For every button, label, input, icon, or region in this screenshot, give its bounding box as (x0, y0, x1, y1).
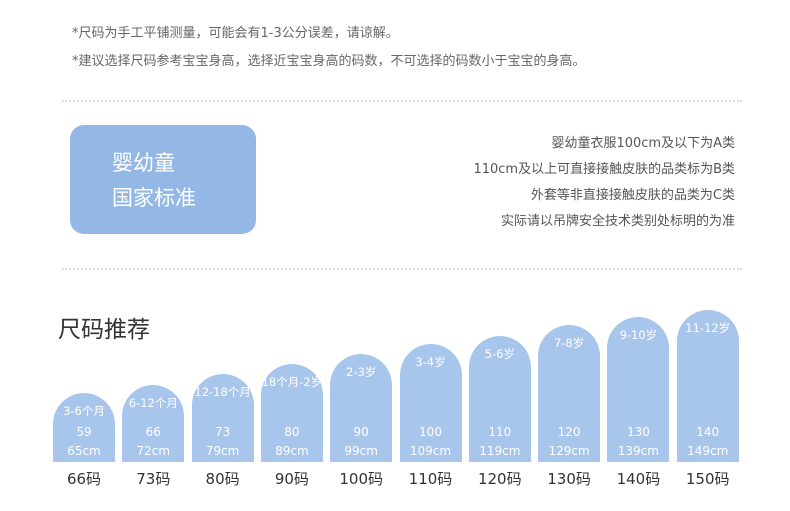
section-title: 尺码推荐 (58, 317, 150, 343)
size-card: 3-4岁 100 109cm (399, 344, 462, 462)
size-card: 18个月-2岁 80 89cm (260, 364, 323, 462)
height-to: 129cm (548, 444, 590, 458)
rule-text: 婴幼童衣服100cm及以下为A类 (551, 136, 735, 151)
badge-line: 国家标准 (112, 186, 196, 210)
size-label: 90码 (274, 470, 309, 488)
note: *建议选择尺码参考宝宝身高，选择近宝宝身高的码数，不可选择的码数小于宝宝的身高。 (72, 54, 586, 69)
divider (62, 100, 742, 102)
height-to: 109cm (409, 444, 452, 458)
size-card: 11-12岁 140 149cm (676, 310, 739, 462)
size-label: 66码 (66, 470, 102, 488)
height-to: 72cm (136, 444, 171, 458)
size-card: 2-3岁 90 99cm (330, 354, 393, 462)
age-label: 11-12岁 (685, 321, 731, 335)
age-label: 12-18个月 (194, 385, 251, 399)
height-to: 79cm (205, 444, 240, 458)
age-label: 3-4岁 (415, 355, 446, 369)
rule-text: 实际请以吊牌安全技术类别处标明的为准 (500, 214, 735, 229)
size-label: 100码 (339, 470, 383, 488)
size-label: 150码 (685, 470, 730, 488)
size-label: 130码 (547, 470, 591, 488)
note: *尺码为手工平铺测量，可能会有1-3公分误差，请谅解。 (72, 26, 399, 41)
height-to: 89cm (275, 444, 309, 458)
size-label: 140码 (616, 470, 661, 488)
height-to: 99cm (344, 444, 378, 458)
size-label: 80码 (205, 470, 240, 488)
size-label: 73码 (136, 470, 171, 488)
age-label: 18个月-2岁 (261, 375, 323, 389)
height-from: 66 (145, 425, 161, 439)
height-from: 73 (214, 425, 231, 439)
size-card: 12-18个月 73 79cm (191, 374, 254, 462)
height-from: 80 (284, 425, 300, 439)
height-from: 59 (76, 425, 92, 439)
height-to: 149cm (687, 444, 729, 458)
size-card: 6-12个月 66 72cm (122, 385, 185, 462)
age-label: 7-8岁 (553, 336, 585, 350)
divider (62, 268, 742, 270)
height-to: 139cm (617, 444, 659, 458)
age-label: 3-6个月 (63, 404, 105, 418)
rule-text: 外套等非直接接触皮肤的品类为C类 (530, 188, 735, 203)
badge-line: 婴幼童 (112, 151, 175, 175)
height-from: 100 (419, 425, 442, 439)
age-label: 2-3岁 (346, 365, 377, 379)
size-label: 120码 (477, 470, 522, 488)
size-card: 7-8岁 120 129cm (538, 325, 601, 462)
height-from: 90 (353, 425, 369, 439)
height-to: 119cm (479, 444, 521, 458)
size-label: 110码 (408, 470, 453, 488)
size-card: 5-6岁 110 119cm (468, 336, 531, 462)
age-label: 5-6岁 (484, 347, 515, 361)
height-from: 140 (696, 425, 720, 439)
height-to: 65cm (67, 444, 101, 458)
height-from: 110 (488, 425, 512, 439)
size-card: 9-10岁 130 139cm (607, 317, 670, 462)
age-label: 6-12个月 (128, 396, 178, 410)
standard-badge: 婴幼童 国家标准 (70, 125, 256, 234)
height-from: 130 (626, 425, 650, 439)
height-from: 120 (557, 425, 581, 439)
age-label: 9-10岁 (619, 328, 658, 342)
size-card: 3-6个月 59 65cm (53, 393, 115, 462)
rule-text: 110cm及以上可直接接触皮肤的品类标为B类 (473, 162, 735, 177)
